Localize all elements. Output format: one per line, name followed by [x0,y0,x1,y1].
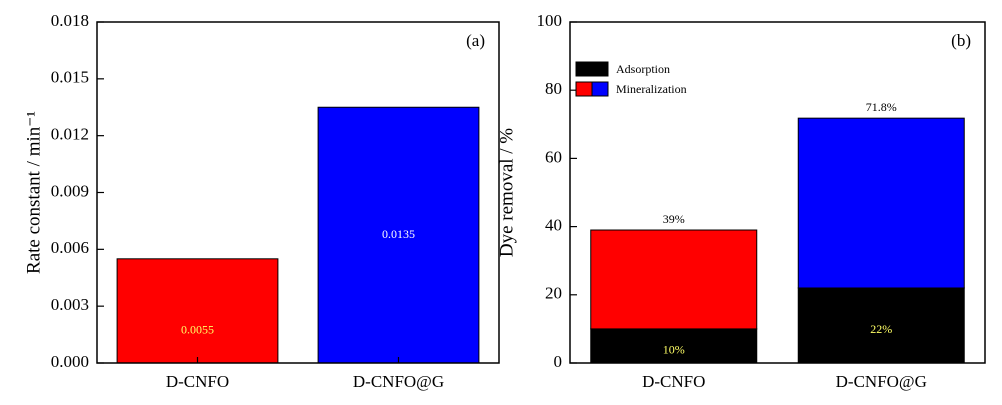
y-tick-label: 40 [545,216,562,235]
bar [116,258,279,364]
y-tick-label: 60 [545,147,562,166]
legend-swatch [575,61,609,77]
legend-label: Mineralization [616,82,687,96]
y-tick-label: 0.018 [51,11,89,30]
y-axis-label: Rate constant / min⁻¹ [23,111,44,274]
y-tick-label: 0.000 [51,352,89,371]
x-tick-label: D-CNFO [166,372,229,391]
y-tick-label: 0 [554,352,563,371]
value-label: 22% [870,322,892,336]
y-tick-label: 20 [545,284,562,303]
plot-frame [569,21,986,364]
value-label: 0.0055 [181,323,214,337]
legend-label: Adsorption [616,62,670,76]
x-tick-label: D-CNFO@G [353,372,444,391]
value-label: 0.0135 [382,227,415,241]
y-axis-label: Dye removal / % [496,128,517,257]
total-label: 71.8% [866,100,897,114]
bar-segment [590,229,758,330]
value-label: 10% [663,343,685,357]
y-tick-label: 80 [545,79,562,98]
y-tick-label: 0.003 [51,295,89,314]
y-tick-label: 100 [537,11,563,30]
y-tick-label: 0.006 [51,238,89,257]
y-tick-label: 0.009 [51,181,89,200]
x-tick-label: D-CNFO [642,372,705,391]
legend-swatch [575,81,593,97]
panel-label: (a) [466,31,485,50]
bar-segment [797,117,965,289]
y-tick-label: 0.015 [51,68,89,87]
x-tick-label: D-CNFO@G [836,372,927,391]
y-tick-label: 0.012 [51,125,89,144]
legend-swatch [591,81,609,97]
panel-label: (b) [951,31,971,50]
plot-frame [96,21,500,364]
bar [317,106,480,364]
total-label: 39% [663,212,685,226]
